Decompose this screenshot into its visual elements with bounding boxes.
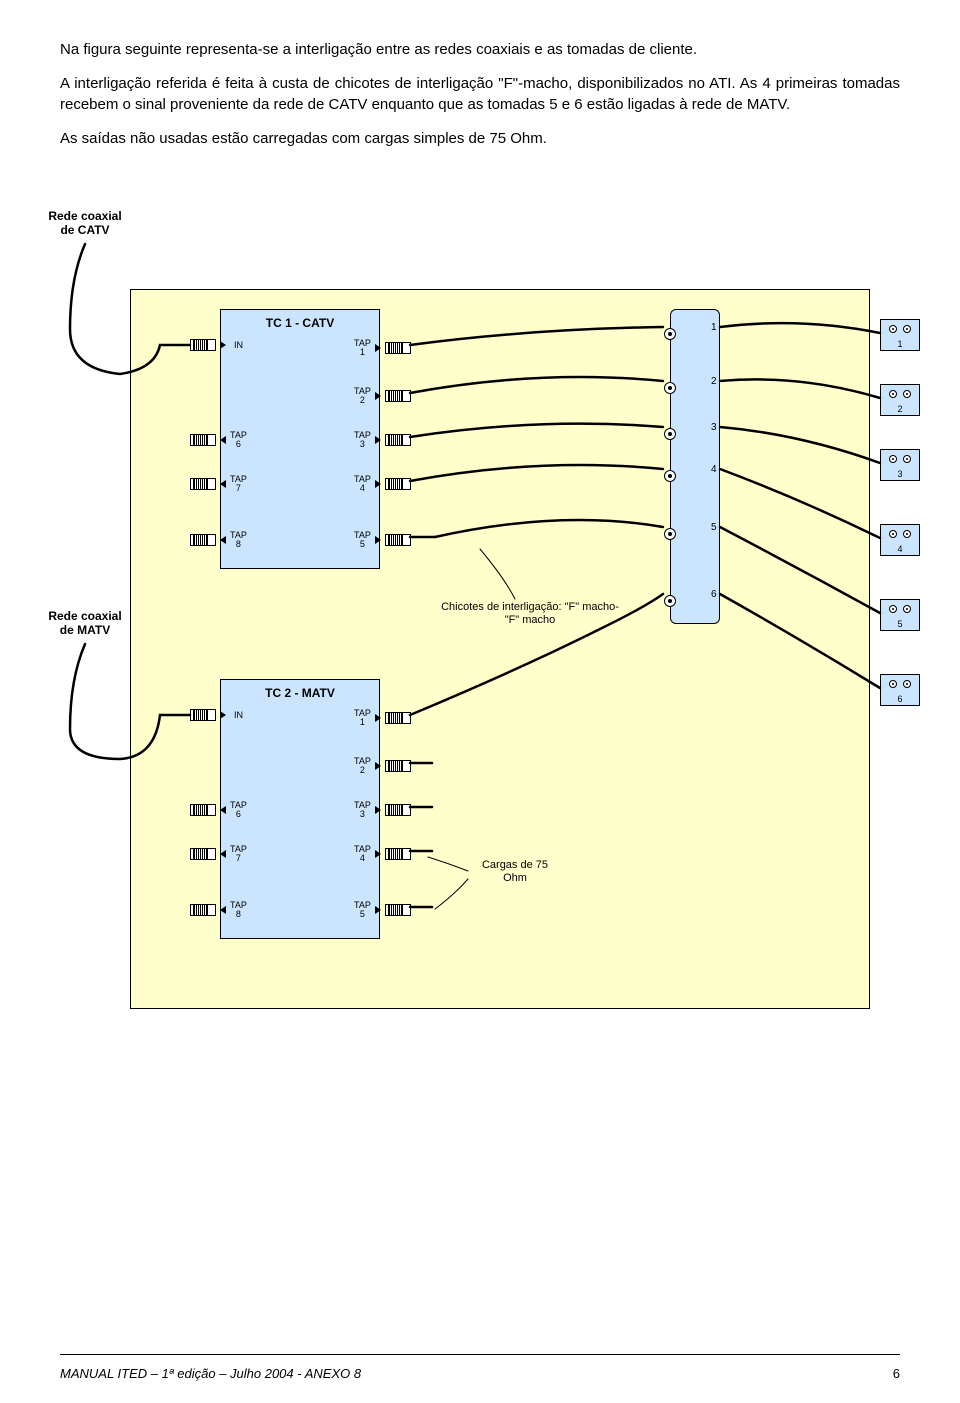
tc2-tap5: TAP5 — [354, 901, 411, 919]
tc2-tap2: TAP2 — [354, 757, 411, 775]
tc2-tap1: TAP1 — [354, 709, 411, 727]
footer: MANUAL ITED – 1ª edição – Julho 2004 - A… — [60, 1366, 900, 1381]
outlet-3: 3 — [880, 449, 920, 481]
footer-text: MANUAL ITED – 1ª edição – Julho 2004 - A… — [60, 1366, 361, 1381]
outlet-6: 6 — [880, 674, 920, 706]
label-rede-matv: Rede coaxial de MATV — [40, 609, 130, 637]
tc1-title: TC 1 - CATV — [221, 316, 379, 330]
tc2-in: IN — [190, 709, 243, 721]
tc1-tap6: TAP6 — [190, 431, 247, 449]
tc2-tap7: TAP7 — [190, 845, 247, 863]
tc2-tap6: TAP6 — [190, 801, 247, 819]
outlet-2: 2 — [880, 384, 920, 416]
paragraph-1: Na figura seguinte representa-se a inter… — [60, 40, 900, 60]
tc2-title: TC 2 - MATV — [221, 686, 379, 700]
diagram: Rede coaxial de CATV Rede coaxial de MAT… — [60, 199, 900, 1079]
junction-box: 1 2 3 4 5 6 — [670, 309, 720, 624]
tc1-in: IN — [190, 339, 243, 351]
tc1-tap1: TAP1 — [354, 339, 411, 357]
footer-page: 6 — [893, 1366, 900, 1381]
note-chicotes: Chicotes de interligação: "F" macho-"F" … — [440, 601, 620, 627]
label-rede-catv: Rede coaxial de CATV — [40, 209, 130, 237]
note-cargas: Cargas de 75 Ohm — [470, 859, 560, 885]
tc2-tap3: TAP3 — [354, 801, 411, 819]
outlet-5: 5 — [880, 599, 920, 631]
tc1-tap4: TAP4 — [354, 475, 411, 493]
outlet-1: 1 — [880, 319, 920, 351]
tc1-tap8: TAP8 — [190, 531, 247, 549]
tc1-tap7: TAP7 — [190, 475, 247, 493]
tc1-tap2: TAP2 — [354, 387, 411, 405]
paragraph-2: A interligação referida é feita à custa … — [60, 74, 900, 115]
tc2-tap8: TAP8 — [190, 901, 247, 919]
outlet-4: 4 — [880, 524, 920, 556]
footer-rule — [60, 1354, 900, 1355]
tc1-tap5: TAP5 — [354, 531, 411, 549]
tc2-tap4: TAP4 — [354, 845, 411, 863]
paragraph-3: As saídas não usadas estão carregadas co… — [60, 129, 900, 149]
tc1-tap3: TAP3 — [354, 431, 411, 449]
